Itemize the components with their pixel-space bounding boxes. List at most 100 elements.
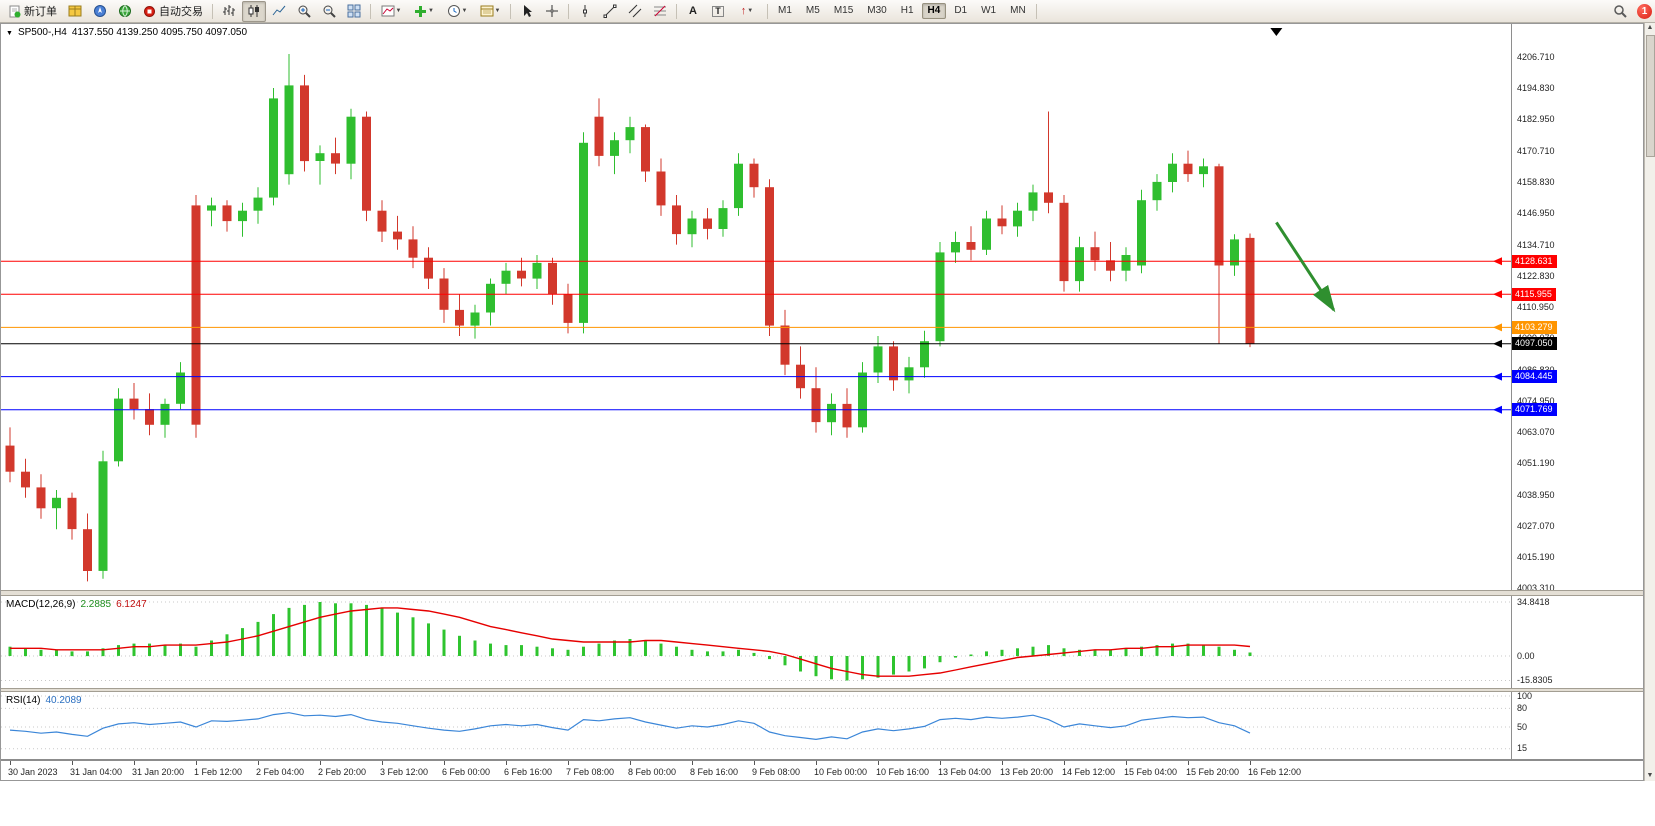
vertical-line-button[interactable] [573, 1, 597, 22]
time-axis-label: 3 Feb 12:00 [380, 767, 429, 777]
macd-title: MACD(12,26,9) 2.2885 6.1247 [6, 599, 147, 610]
scrollbar-thumb[interactable] [1645, 35, 1655, 157]
time-axis-tick [754, 761, 755, 765]
main-chart-pane[interactable]: ▼ SP500-,H4 4137.550 4139.250 4095.750 4… [1, 24, 1511, 590]
horizontal-line-object[interactable] [1, 290, 1511, 299]
horizontal-line-object[interactable] [1, 257, 1511, 266]
timeframe-button-W1[interactable]: W1 [981, 5, 997, 16]
horizontal-line-object[interactable] [1, 372, 1511, 381]
add-indicator-icon [414, 5, 427, 18]
toolbar-separator [568, 3, 569, 19]
time-axis-label: 2 Feb 20:00 [318, 767, 367, 777]
scroll-up-icon[interactable]: ▲ [1646, 24, 1654, 31]
price-axis-label: 4158.830 [1517, 176, 1555, 187]
text-button[interactable]: A [681, 1, 705, 22]
notifications-badge[interactable]: 1 [1637, 3, 1652, 19]
crosshair-button[interactable] [540, 1, 564, 22]
timeframe-button-H1[interactable]: H1 [900, 5, 914, 16]
market-watch-icon [68, 4, 82, 18]
price-axis-label: 4170.710 [1517, 145, 1555, 156]
pane-separator[interactable] [1, 590, 1643, 596]
market-watch-button[interactable] [63, 1, 87, 22]
time-axis[interactable]: 30 Jan 2023 31 Jan 04:00 31 Jan 20:00 1 Feb… [1, 761, 1643, 780]
time-axis-tick [196, 761, 197, 765]
cursor-button[interactable] [515, 1, 539, 22]
chart-window: ▼ SP500-,H4 4137.550 4139.250 4095.750 4… [0, 23, 1644, 781]
vertical-scrollbar[interactable]: ▲ ▼ [1644, 23, 1655, 781]
timeframe-button-D1[interactable]: D1 [954, 5, 968, 16]
time-axis-label: 15 Feb 04:00 [1124, 767, 1178, 777]
price-line-tag: 4115.955 [1512, 287, 1556, 301]
toolbar: 新订单 自动交易 [0, 0, 1655, 23]
zoom-in-button[interactable] [292, 1, 316, 22]
pane-separator[interactable] [1, 688, 1643, 692]
templates-button[interactable]: ▼ [474, 1, 506, 22]
timeframe-button-M5[interactable]: M5 [805, 5, 820, 16]
add-indicator-button[interactable]: ▼ [408, 1, 440, 22]
candlestick-icon [247, 4, 261, 18]
price-scale[interactable]: 4206.710 4194.830 4182.950 4170.710 4158.830… [1511, 24, 1642, 593]
trend-arrow-object[interactable] [1275, 221, 1336, 313]
macd-svg[interactable] [1, 596, 1511, 688]
label-button[interactable]: T [706, 1, 730, 22]
price-axis-label: 4110.950 [1517, 301, 1554, 312]
shapes-button[interactable]: ↑ ▼ [731, 1, 763, 22]
navigator-button[interactable] [88, 1, 112, 22]
candlestick-chart-button[interactable] [242, 0, 266, 22]
tile-windows-button[interactable] [342, 1, 366, 22]
fibonacci-button[interactable] [648, 1, 672, 22]
bar-chart-icon [222, 4, 236, 18]
navigator-icon [93, 4, 107, 18]
timeframe-group: M1 M5 M15 M30 H1 H4 D1 W1 MN [772, 3, 1032, 19]
main-chart-svg[interactable] [1, 24, 1511, 590]
toolbar-separator [212, 3, 213, 19]
timeframe-button-M30[interactable]: M30 [867, 5, 887, 16]
horizontal-line-object[interactable] [1, 339, 1511, 348]
timeframe-button-M1[interactable]: M1 [778, 5, 792, 16]
periods-button[interactable]: ▼ [441, 1, 473, 22]
chart-shift-marker[interactable] [1270, 28, 1283, 36]
price-line-tag: 4128.631 [1512, 254, 1557, 268]
line-chart-icon [272, 4, 286, 18]
indicators-button[interactable]: ▼ [375, 1, 407, 22]
time-axis-tick [568, 761, 569, 765]
time-axis-label: 6 Feb 16:00 [504, 767, 553, 777]
price-axis-label: 4194.830 [1517, 82, 1555, 93]
bar-chart-button[interactable] [217, 1, 241, 22]
price-axis-label: 4134.710 [1517, 239, 1555, 250]
scroll-down-icon[interactable]: ▼ [1646, 772, 1654, 779]
macd-value-signal: 6.1247 [116, 599, 147, 610]
rsi-scale[interactable]: 100 80 50 15 [1511, 691, 1642, 759]
zoom-in-icon [297, 4, 311, 18]
autotrading-button[interactable]: 自动交易 [138, 2, 208, 21]
timeframe-button-H4[interactable]: H4 [921, 3, 947, 19]
dropdown-caret-icon: ▼ [494, 8, 501, 14]
new-order-button[interactable]: 新订单 [3, 2, 62, 21]
trendline-button[interactable] [598, 1, 622, 22]
terminal-button[interactable] [113, 1, 137, 22]
trendline-icon [603, 4, 617, 18]
time-axis-tick [816, 761, 817, 765]
search-button[interactable] [1608, 1, 1632, 22]
price-axis-label: 4027.070 [1517, 520, 1555, 531]
toolbar-separator [676, 3, 677, 19]
macd-pane[interactable]: MACD(12,26,9) 2.2885 6.1247 [1, 596, 1511, 688]
timeframe-button-M15[interactable]: M15 [833, 5, 854, 16]
dropdown-caret-icon: ▼ [395, 8, 402, 14]
time-axis-label: 14 Feb 12:00 [1062, 767, 1116, 777]
horizontal-line-object[interactable] [1, 323, 1511, 332]
price-axis-label: 4086.830 [1517, 365, 1555, 375]
macd-scale[interactable]: 34.8418 0.00 -15.8305 [1511, 596, 1642, 688]
autotrading-icon [143, 5, 156, 18]
timeframe-button-MN[interactable]: MN [1010, 5, 1026, 16]
line-chart-button[interactable] [267, 1, 291, 22]
rsi-svg[interactable] [1, 692, 1511, 759]
channel-button[interactable] [623, 1, 647, 22]
macd-axis-label: 34.8418 [1517, 596, 1550, 607]
rsi-pane[interactable]: RSI(14) 40.2089 [1, 692, 1511, 759]
horizontal-line-object[interactable] [1, 405, 1511, 414]
zoom-out-button[interactable] [317, 1, 341, 22]
template-icon [480, 4, 494, 18]
dropdown-caret-icon: ▼ [428, 8, 434, 14]
time-axis-tick [444, 761, 445, 765]
